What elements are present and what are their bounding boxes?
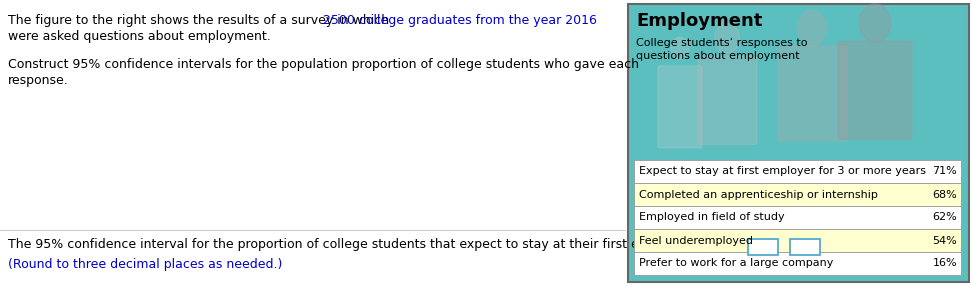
Text: Feel underemployed: Feel underemployed: [639, 235, 753, 245]
Text: Expect to stay at first employer for 3 or more years: Expect to stay at first employer for 3 o…: [639, 166, 926, 176]
Bar: [634, 183, 961, 206]
Ellipse shape: [671, 37, 689, 59]
Text: Employment: Employment: [636, 12, 763, 30]
FancyBboxPatch shape: [778, 46, 847, 141]
Ellipse shape: [859, 4, 890, 42]
FancyBboxPatch shape: [838, 41, 912, 139]
Bar: [634, 252, 961, 275]
Ellipse shape: [714, 23, 739, 53]
Text: Prefer to work for a large company: Prefer to work for a large company: [639, 259, 834, 269]
Text: response.: response.: [8, 74, 69, 87]
Text: 2500 college graduates from the year 2016: 2500 college graduates from the year 201…: [323, 14, 596, 27]
FancyBboxPatch shape: [658, 66, 702, 148]
Text: Construct 95% confidence intervals for the population proportion of college stud: Construct 95% confidence intervals for t…: [8, 58, 639, 71]
Bar: [790, 239, 820, 255]
Bar: [628, 4, 969, 282]
Ellipse shape: [798, 10, 827, 46]
Text: The 95% confidence interval for the proportion of college students that expect t: The 95% confidence interval for the prop…: [8, 238, 829, 251]
Text: Employed in field of study: Employed in field of study: [639, 212, 784, 223]
Text: were asked questions about employment.: were asked questions about employment.: [8, 30, 270, 43]
Text: 71%: 71%: [932, 166, 957, 176]
Text: College students’ responses to
questions about employment: College students’ responses to questions…: [636, 38, 808, 61]
Text: 62%: 62%: [932, 212, 957, 223]
Text: 68%: 68%: [932, 190, 957, 200]
FancyBboxPatch shape: [698, 56, 757, 144]
Bar: [748, 239, 778, 255]
Bar: [634, 206, 961, 229]
Text: (: (: [740, 238, 745, 252]
Bar: [634, 229, 961, 252]
Text: The figure to the right shows the results of a survey in which: The figure to the right shows the result…: [8, 14, 393, 27]
Text: ,: ,: [779, 238, 783, 252]
Text: Completed an apprenticeship or internship: Completed an apprenticeship or internshi…: [639, 190, 878, 200]
Text: ): ): [821, 238, 826, 252]
Text: 54%: 54%: [932, 235, 957, 245]
Bar: [634, 160, 961, 183]
Text: .: .: [827, 238, 831, 252]
Text: (Round to three decimal places as needed.): (Round to three decimal places as needed…: [8, 258, 282, 271]
Text: 16%: 16%: [932, 259, 957, 269]
